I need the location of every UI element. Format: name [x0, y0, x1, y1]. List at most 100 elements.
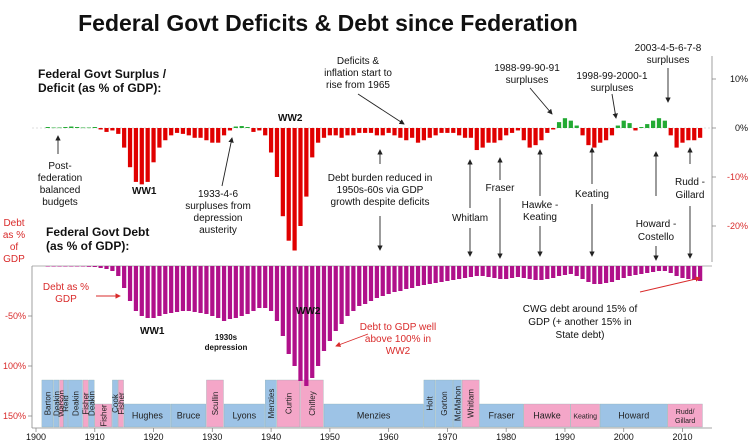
debt-axis-label-line-2: as % — [3, 230, 25, 241]
arrow-cwg — [639, 276, 701, 293]
pm-band: Hawke — [523, 403, 571, 428]
deficit-bar — [504, 128, 509, 136]
deficit-bar — [245, 127, 250, 128]
cwg-debt-3: State debt) — [556, 330, 605, 341]
debt-tick-label: 150% — [3, 411, 26, 421]
deficit-bar — [315, 128, 321, 143]
deficit-bar — [327, 128, 332, 136]
debt-bar — [592, 266, 597, 284]
debt-bar — [151, 266, 156, 318]
debt-bar — [598, 266, 603, 284]
deficit-bar — [251, 128, 256, 132]
debt-bar — [386, 266, 391, 294]
pm-name: Fisher — [99, 404, 108, 427]
deficit-bar — [192, 128, 197, 138]
depression-1: 1930s — [215, 333, 238, 342]
deficit-label-line-2: Deficit (as % of GDP): — [38, 81, 161, 95]
debt-bar — [686, 266, 691, 279]
arrow-1998 — [611, 93, 618, 119]
deficit-axis-ticks: 10% 0% -10% -20% — [712, 74, 748, 231]
deficit-bar — [439, 128, 444, 133]
debt-bar — [363, 266, 368, 304]
debt-bar — [457, 266, 462, 279]
deficit-bar — [433, 128, 438, 136]
deficit-bar — [280, 128, 285, 217]
debt-bar — [57, 266, 62, 267]
debt-bar — [574, 266, 579, 276]
x-tick-label: 1900 — [26, 432, 46, 442]
debt-bar — [239, 266, 244, 316]
debt-panel-label: Federal Govt Debt (as % of GDP): — [46, 225, 149, 253]
deficit-bar — [216, 128, 221, 143]
deficit-bar — [539, 128, 544, 141]
deficit-bar — [627, 123, 632, 128]
debt-above-100-3: WW2 — [386, 346, 411, 357]
debt-bar — [674, 266, 679, 276]
deficit-bar — [698, 128, 703, 138]
debt-bar — [474, 266, 479, 276]
deficit-bar — [69, 126, 74, 128]
pm-name: Keating — [573, 414, 597, 421]
ww2-top-label: WW2 — [278, 113, 303, 124]
debt-bar — [86, 266, 92, 267]
deficit-tick-label: -20% — [727, 221, 748, 231]
deficit-bar — [363, 128, 368, 133]
keating-label: Keating — [575, 189, 609, 200]
deficit-label-line-1: Federal Govt Surplus / — [38, 67, 167, 81]
pm-name: Deakin — [88, 391, 97, 416]
pm-band: Fisher — [117, 379, 126, 428]
debt-axis-label: Debt as % of GDP — [3, 218, 25, 265]
depression-2: depression — [205, 343, 248, 352]
deficit-bar — [310, 128, 315, 158]
debt-bar — [174, 266, 180, 312]
post-federation-3: balanced — [40, 185, 81, 196]
debt-label-line-1: Federal Govt Debt — [46, 225, 149, 239]
debt-bar — [404, 266, 409, 289]
debt-bars — [45, 266, 703, 386]
debt-bar — [51, 266, 56, 267]
debt-bar — [80, 266, 86, 267]
x-tick-label: 1960 — [379, 432, 399, 442]
deficit-bar — [445, 128, 450, 133]
pm-band: McMahon — [453, 379, 462, 428]
pm-band-box — [88, 379, 95, 428]
x-axis-ticks: 1900 1910 1920 1930 1940 1950 1960 1970 1980 1990… — [26, 428, 693, 442]
deficit-bar — [586, 128, 591, 146]
deficit-bar — [221, 128, 227, 136]
debt-bar — [221, 266, 227, 321]
debt-bar — [650, 266, 656, 272]
debt-bar — [157, 266, 162, 316]
x-tick-label: 1980 — [496, 432, 516, 442]
rudd-gillard-1: Rudd - — [675, 177, 705, 188]
debt-bar — [145, 266, 150, 318]
pm-name: Watson — [58, 390, 67, 417]
arrow-1933 — [221, 137, 234, 187]
debt-bar — [216, 266, 221, 318]
deficit-bar — [63, 127, 68, 128]
x-tick-label: 1950 — [320, 432, 340, 442]
deficit-bar — [51, 127, 56, 129]
deficit-bar — [239, 126, 244, 128]
debt-bar — [75, 266, 80, 267]
deficit-bar — [609, 128, 615, 136]
pm-band-box — [41, 379, 54, 428]
debt-tick-label: -50% — [5, 311, 26, 321]
debt-bar — [633, 266, 638, 275]
debt-bar — [656, 266, 662, 271]
debt-bar — [274, 266, 280, 321]
arrow-debt-above-100 — [335, 333, 369, 347]
debt-bar — [580, 266, 585, 279]
pm-name: Deakin — [52, 391, 61, 416]
deficit-bar — [127, 128, 133, 168]
deficit-bar — [92, 127, 97, 128]
debt-bar — [427, 266, 432, 284]
debt-bar — [568, 266, 573, 274]
deficit-bar — [392, 128, 397, 136]
deficit-panel-label: Federal Govt Surplus / Deficit (as % of … — [38, 67, 167, 95]
deficit-bar — [274, 128, 280, 177]
ww1-top-label: WW1 — [132, 186, 157, 197]
debt-bar — [133, 266, 139, 311]
debt-bar — [298, 266, 303, 381]
deficit-bar — [210, 128, 215, 143]
pm-band: Deakin — [52, 379, 61, 428]
